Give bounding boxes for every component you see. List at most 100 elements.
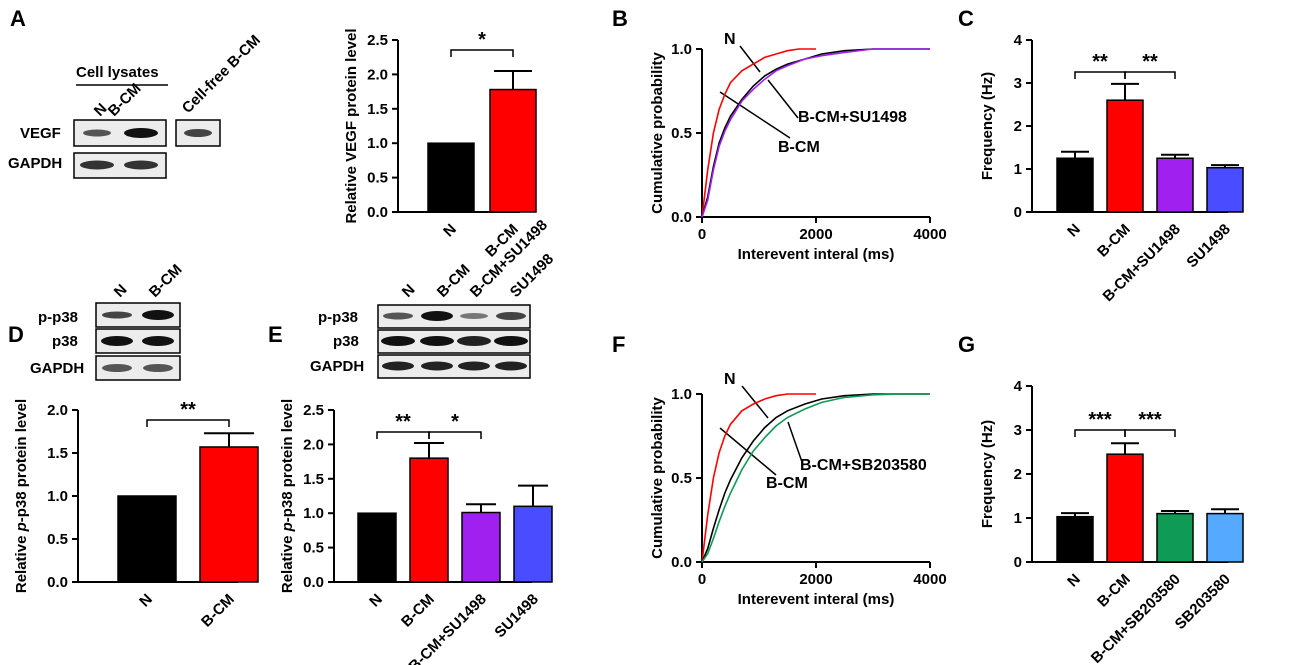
y-tick-label: 2.0 (47, 402, 68, 419)
panel-label-e: E (268, 322, 283, 347)
y-tick-label: 2 (1014, 118, 1022, 135)
y-tick-label: 1.0 (671, 386, 692, 403)
x-axis-label: Interevent interal (ms) (738, 591, 895, 608)
significance-label: *** (1088, 409, 1112, 431)
x-tick-label: N (440, 221, 460, 241)
band (421, 311, 453, 321)
chart-B-cdf: 0.0 0.5 1.0 Cumulative probability 0 2000 4000… (649, 41, 947, 263)
x-tick-label: 2000 (799, 226, 832, 243)
significance-bracket (1074, 71, 1126, 79)
band (457, 336, 491, 346)
significance-bracket (146, 419, 230, 427)
bar-b-cm (1106, 453, 1144, 563)
x-tick-label: B-CM (1094, 221, 1134, 261)
y-tick-label: 2.5 (367, 32, 388, 49)
y-tick-label: 4 (1014, 378, 1023, 395)
significance-bracket (376, 431, 430, 439)
band (102, 311, 132, 319)
chart-A-bar: 0.0 0.5 1.0 1.5 2.0 2.5 Relative VEGF protein … (343, 28, 537, 261)
x-tick-label: 0 (698, 571, 706, 588)
blot-e-col-n: N (399, 281, 419, 301)
band (421, 361, 453, 371)
y-tick-label: 0.5 (671, 125, 692, 142)
y-tick-label: 0.0 (367, 204, 388, 221)
y-tick-label: 0.0 (671, 209, 692, 226)
bar-b-cm+su1498 (1156, 157, 1194, 213)
blot-a-col-bcm: B-CM (105, 80, 145, 120)
y-tick-label: 0.5 (303, 540, 324, 557)
blot-d-col-n: N (111, 281, 131, 301)
y-tick-label: 3 (1014, 75, 1022, 92)
panel-label-a: A (10, 6, 26, 31)
x-tick-label: N (136, 591, 156, 611)
x-tick-label: 0 (698, 226, 706, 243)
x-tick-label: B-CM+SB203580 (1088, 571, 1184, 665)
blot-e-col-bcm: B-CM (434, 261, 474, 301)
x-tick-label: SU1498 (1183, 221, 1233, 271)
x-tick-label: B-CM (398, 591, 438, 631)
y-tick-label: 1 (1014, 161, 1022, 178)
band (102, 364, 132, 372)
cdf-f-pointer-bcm-sb (787, 421, 803, 463)
western-blot-d: N B-CM p-p38 p38 GAPDH (30, 261, 186, 381)
panel-label-f: F (612, 332, 625, 357)
series-line-b-cm+su1498 (701, 48, 930, 218)
significance-label: ** (1142, 51, 1158, 73)
blot-e-row-p38: p38 (333, 333, 359, 350)
band (80, 160, 114, 170)
y-tick-label: 1.0 (303, 505, 324, 522)
y-tick-label: 2 (1014, 466, 1022, 483)
band (124, 160, 158, 170)
cdf-b-pointer-bcm-su (767, 79, 799, 119)
band (124, 128, 158, 138)
blot-d-row-pp38: p-p38 (38, 309, 78, 326)
band (496, 312, 526, 320)
panel-label-g: G (958, 332, 975, 357)
y-tick-label: 2.0 (367, 66, 388, 83)
bar-b-cm+sb203580 (1156, 512, 1194, 563)
y-axis-label: Relative p-p38 protein level (13, 399, 30, 593)
chart-D-bar: 0.0 0.5 1.0 1.5 2.0 Relative p-p38 protein le… (13, 399, 259, 631)
band (381, 336, 415, 346)
y-tick-label: 0 (1014, 554, 1022, 571)
significance-bracket (1124, 429, 1176, 437)
blot-e-gapdh-strip (377, 354, 531, 379)
panel-label-b: B (612, 6, 628, 31)
x-tick-label: B-CM (198, 591, 238, 631)
x-tick-label: N (366, 591, 386, 611)
significance-label: * (478, 29, 486, 51)
blot-e-row-pp38: p-p38 (318, 309, 358, 326)
y-tick-label: 1.0 (671, 41, 692, 58)
x-tick-label: 2000 (799, 571, 832, 588)
band (460, 313, 488, 319)
blot-e-p38-strip (377, 329, 531, 354)
band (420, 336, 454, 346)
bar-b-cm+su1498 (461, 511, 501, 583)
significance-bracket (428, 431, 482, 439)
significance-bracket (1074, 429, 1126, 437)
cdf-b-label-bcm-su: B-CM+SU1498 (798, 109, 907, 126)
y-tick-label: 2.0 (303, 436, 324, 453)
blot-a-row-vegf: VEGF (20, 125, 61, 142)
y-tick-label: 1.5 (303, 471, 324, 488)
x-tick-label: N (1064, 221, 1084, 241)
bar-b-cm (199, 446, 259, 583)
y-tick-label: 1.5 (367, 101, 388, 118)
blot-d-col-bcm: B-CM (146, 261, 186, 301)
band (184, 129, 212, 137)
western-blot-e: N B-CM B-CM+SU1498 SU1498 p-p38 p38 GAPD… (310, 217, 557, 379)
significance-bracket (450, 49, 514, 57)
y-tick-label: 4 (1014, 32, 1023, 49)
cdf-b-label-bcm: B-CM (778, 139, 820, 156)
bar-b-cm (489, 88, 537, 213)
cdf-b-label-n: N (724, 31, 736, 48)
series-line-b-cm (701, 48, 930, 218)
band (142, 336, 174, 346)
cdf-f-pointer-bcm (719, 427, 777, 476)
bar-n (1056, 157, 1094, 213)
cdf-f-label-n: N (724, 371, 736, 388)
band (101, 336, 133, 346)
bar-n (1056, 515, 1094, 563)
y-tick-label: 1.0 (367, 135, 388, 152)
